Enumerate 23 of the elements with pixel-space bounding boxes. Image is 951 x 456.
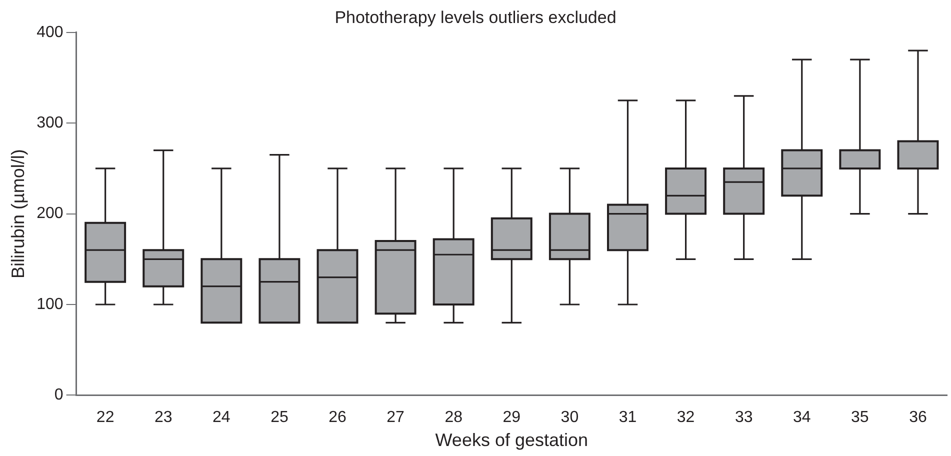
y-tick-label: 100 <box>36 296 64 313</box>
y-tick-label: 300 <box>36 114 64 132</box>
x-tick-label: 31 <box>618 409 637 426</box>
x-tick-label: 27 <box>386 409 405 426</box>
chart-title: Phototherapy levels outliers excluded <box>334 8 616 27</box>
y-tick-label: 200 <box>36 205 64 222</box>
x-tick-label: 23 <box>154 409 172 426</box>
x-tick-label: 30 <box>560 409 579 426</box>
y-axis-title: Bilirubin (µmol/l) <box>8 149 28 279</box>
x-axis-title: Weeks of gestation <box>435 430 588 450</box>
x-tick-label: 24 <box>212 409 230 426</box>
x-tick-label: 36 <box>909 409 927 426</box>
x-tick-label: 26 <box>328 409 347 426</box>
y-tick-label: 400 <box>36 24 64 41</box>
x-tick-label: 35 <box>851 409 869 426</box>
x-tick-label: 28 <box>444 409 463 426</box>
x-tick-label: 32 <box>676 409 695 426</box>
x-tick-label: 25 <box>270 409 288 426</box>
x-tick-label: 29 <box>502 409 521 426</box>
y-tick-label: 0 <box>54 386 64 404</box>
x-tick-label: 22 <box>96 409 114 426</box>
x-tick-label: 34 <box>792 409 811 426</box>
x-tick-label: 33 <box>734 409 753 426</box>
